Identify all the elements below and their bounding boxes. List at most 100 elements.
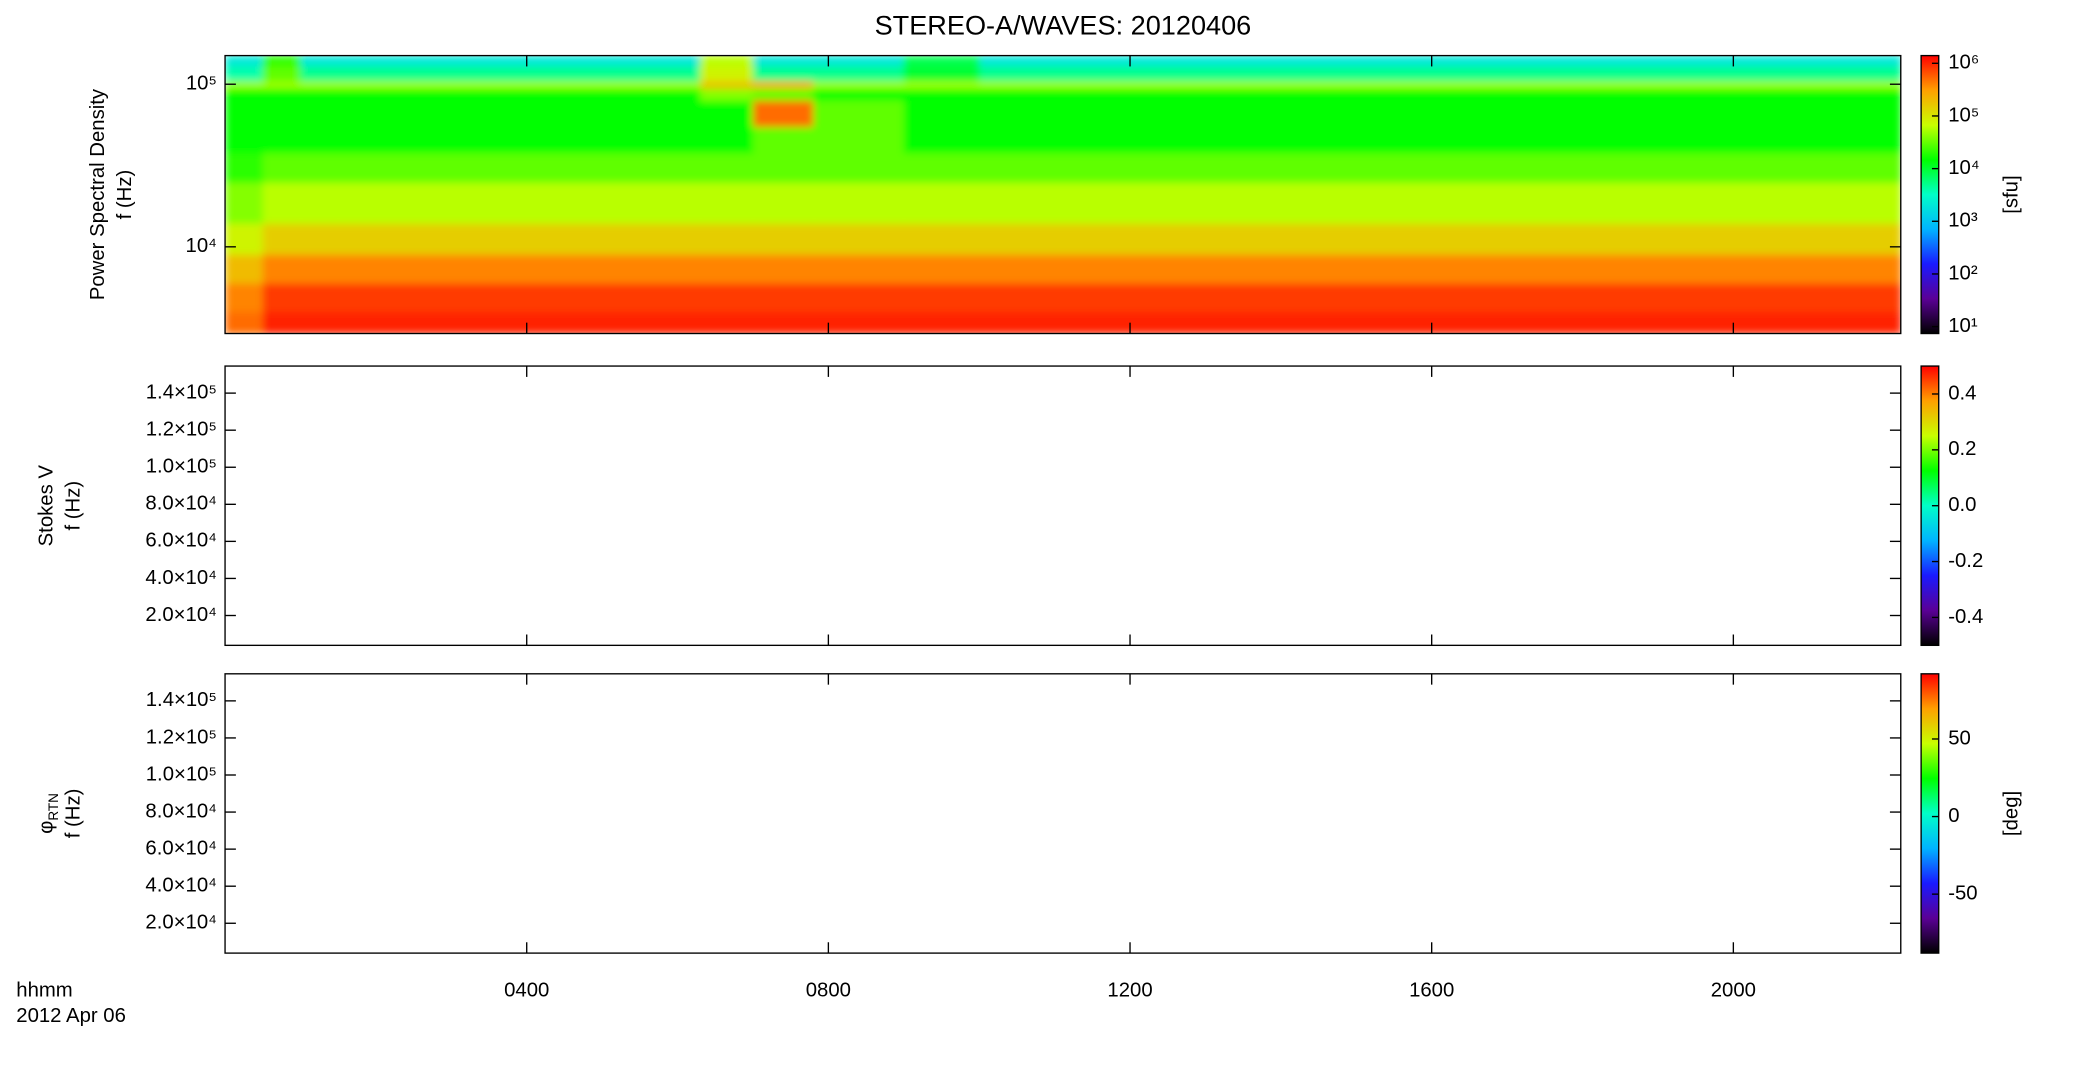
spectrogram-cell bbox=[225, 311, 264, 334]
spectrogram-cell bbox=[979, 152, 1901, 183]
spectrogram-cell bbox=[338, 182, 701, 224]
spectrogram-cell bbox=[700, 126, 754, 154]
spectrogram-cell bbox=[903, 87, 980, 101]
spectrogram-cell bbox=[752, 254, 814, 284]
spectrogram-cell bbox=[752, 282, 814, 313]
spectrogram-cell bbox=[752, 55, 814, 67]
spectrogram-cell bbox=[300, 311, 339, 334]
spectrogram-cell bbox=[979, 55, 1901, 67]
y-tick-label: 6.0×10⁴ bbox=[145, 530, 216, 552]
spectrogram-cell bbox=[813, 80, 905, 89]
y-axis-label: φRTN bbox=[36, 793, 61, 834]
spectrogram-cell bbox=[262, 254, 302, 284]
spectrogram-cell bbox=[700, 65, 754, 82]
spectrogram-cell bbox=[225, 80, 264, 89]
colorbar-tick-label: 10¹ bbox=[1948, 315, 1978, 337]
colorbar-frame bbox=[1920, 673, 1940, 954]
spectrogram-cell bbox=[262, 80, 302, 89]
spectrogram-cell bbox=[225, 87, 264, 101]
y-tick-label: 1.4×10⁵ bbox=[146, 689, 217, 711]
y-axis-label-subscript: RTN bbox=[46, 793, 61, 821]
spectrogram-cell bbox=[903, 223, 980, 255]
y-tick-label: 1.0×10⁵ bbox=[146, 763, 217, 785]
spectrogram-cell bbox=[300, 282, 339, 313]
spectrogram-cell bbox=[979, 80, 1901, 89]
spectrogram-cell bbox=[752, 152, 814, 183]
colorbar bbox=[1921, 55, 1939, 334]
colorbar-tick-label: 10² bbox=[1948, 262, 1978, 284]
spectrogram-cell bbox=[225, 65, 264, 82]
spectrogram-cell bbox=[225, 99, 264, 128]
spectrogram-cell bbox=[262, 311, 302, 334]
spectrogram-cell bbox=[225, 55, 264, 67]
spectrogram-cell bbox=[979, 223, 1901, 255]
spectrogram-cell bbox=[752, 311, 814, 334]
spectrogram-cell bbox=[338, 55, 701, 67]
spectrogram-cell bbox=[338, 87, 701, 101]
colorbar-tick-label: 10⁵ bbox=[1948, 104, 1979, 126]
x-tick-label: 1600 bbox=[1409, 979, 1454, 1001]
spectrogram-cell bbox=[903, 65, 980, 82]
y-axis-label: Power Spectral Density bbox=[87, 88, 109, 300]
spectrogram-cell bbox=[338, 254, 701, 284]
y-axis-label-part: f (Hz) bbox=[63, 481, 85, 531]
plot-frame bbox=[224, 54, 1902, 335]
x-tick-label: 1200 bbox=[1107, 979, 1152, 1001]
spectrogram-cell bbox=[262, 282, 302, 313]
spectrogram-cell bbox=[338, 282, 701, 313]
spectrogram-cell bbox=[979, 126, 1901, 154]
spectrogram-cell bbox=[338, 311, 701, 334]
spectrogram-cell bbox=[752, 87, 814, 101]
y-axis-label: f (Hz) bbox=[63, 481, 85, 531]
y-axis-label-part: f (Hz) bbox=[114, 170, 136, 220]
spectrogram-cell bbox=[262, 152, 302, 183]
spectrogram-cell bbox=[262, 126, 302, 154]
spectrogram-cell bbox=[979, 282, 1901, 313]
spectrogram-cell bbox=[903, 182, 980, 224]
spectrogram-cell bbox=[903, 99, 980, 128]
spectrogram-cell bbox=[300, 87, 339, 101]
spectrogram-cell bbox=[752, 65, 814, 82]
spectrogram-cell bbox=[700, 254, 754, 284]
spectrogram-cell bbox=[813, 87, 905, 101]
spectrogram-cell bbox=[979, 182, 1901, 224]
spectrogram-cell bbox=[338, 126, 701, 154]
spectrogram-cell bbox=[225, 254, 264, 284]
spectrogram-cell bbox=[700, 282, 754, 313]
spectrogram-cell bbox=[979, 254, 1901, 284]
colorbar-tick-label: 10⁴ bbox=[1948, 157, 1979, 179]
spectrogram-cell bbox=[338, 80, 701, 89]
spectrogram-cell bbox=[300, 65, 339, 82]
spectrogram-cell bbox=[262, 223, 302, 255]
spectrogram-cell bbox=[262, 182, 302, 224]
spectrogram-cell bbox=[700, 152, 754, 183]
spectrogram-cell bbox=[813, 223, 905, 255]
colorbar-label: [sfu] bbox=[2000, 175, 2022, 213]
spectrogram-cell bbox=[700, 223, 754, 255]
spectrogram-cell bbox=[225, 223, 264, 255]
spectrogram-cell bbox=[300, 55, 339, 67]
spectrogram-cell bbox=[903, 152, 980, 183]
spectrogram-cell bbox=[813, 55, 905, 67]
spectrogram-cell bbox=[813, 182, 905, 224]
spectrogram-cell bbox=[262, 87, 302, 101]
spectrogram-cell bbox=[903, 80, 980, 89]
spectrogram-clip bbox=[225, 55, 1901, 334]
spectrogram-cell bbox=[225, 282, 264, 313]
y-axis-label-part: f (Hz) bbox=[63, 789, 85, 839]
spectrogram-cell bbox=[225, 126, 264, 154]
spectrogram-cell bbox=[700, 182, 754, 224]
y-axis-label: Stokes V bbox=[36, 465, 58, 547]
x-tick-label: 2000 bbox=[1711, 979, 1756, 1001]
spectrogram-cell bbox=[979, 99, 1901, 128]
x-axis-date: 2012 Apr 06 bbox=[16, 1005, 126, 1027]
spectrogram-cell bbox=[338, 152, 701, 183]
y-tick-label: 4.0×10⁴ bbox=[145, 567, 216, 589]
y-tick-label: 1.2×10⁵ bbox=[146, 419, 217, 441]
y-tick-label: 10⁵ bbox=[186, 73, 217, 95]
y-tick-label: 1.0×10⁵ bbox=[146, 456, 217, 478]
colorbar bbox=[1921, 366, 1939, 646]
y-tick-label: 8.0×10⁴ bbox=[145, 800, 216, 822]
spectrogram-cell bbox=[903, 282, 980, 313]
